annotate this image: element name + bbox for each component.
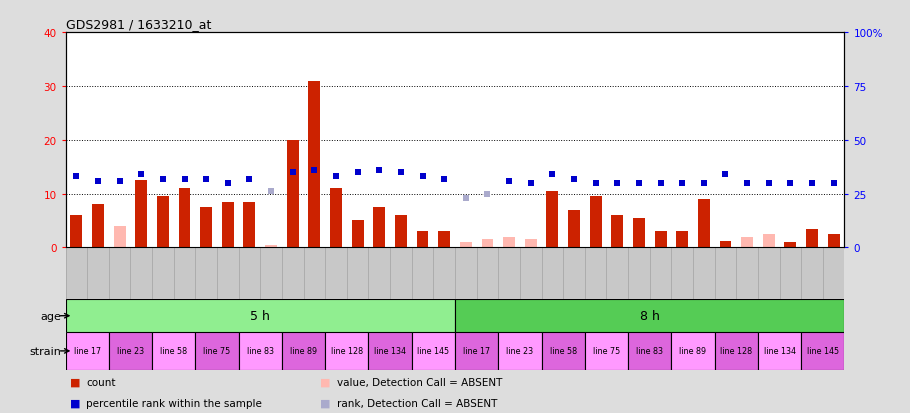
Text: line 134: line 134 <box>374 347 406 356</box>
Bar <box>136 180 147 248</box>
Bar <box>152 332 196 370</box>
Bar <box>628 332 672 370</box>
Bar <box>178 189 190 248</box>
Bar <box>369 332 411 370</box>
Text: line 58: line 58 <box>160 347 187 356</box>
Text: line 23: line 23 <box>116 347 144 356</box>
Bar <box>92 205 104 248</box>
Bar <box>287 140 298 248</box>
Text: line 134: line 134 <box>763 347 795 356</box>
Text: 5 h: 5 h <box>250 309 270 323</box>
Text: line 75: line 75 <box>203 347 230 356</box>
Bar <box>828 235 840 248</box>
Bar <box>541 332 585 370</box>
Text: percentile rank within the sample: percentile rank within the sample <box>86 398 262 408</box>
Bar <box>222 202 234 248</box>
Bar <box>676 232 688 248</box>
Bar <box>109 332 152 370</box>
Bar <box>460 242 471 248</box>
Bar <box>499 332 541 370</box>
Bar <box>455 332 499 370</box>
Bar <box>568 210 580 248</box>
Text: line 128: line 128 <box>720 347 753 356</box>
Bar <box>325 332 369 370</box>
Bar <box>411 332 455 370</box>
Text: line 17: line 17 <box>74 347 101 356</box>
Bar <box>654 232 666 248</box>
Bar <box>585 332 628 370</box>
Text: line 145: line 145 <box>807 347 839 356</box>
Bar <box>439 232 450 248</box>
Bar <box>672 332 714 370</box>
Bar <box>525 240 537 248</box>
Bar <box>114 226 126 248</box>
Text: ■: ■ <box>70 398 81 408</box>
Bar <box>546 191 559 248</box>
Bar <box>373 207 385 248</box>
Bar <box>265 245 277 248</box>
Bar <box>196 332 238 370</box>
Text: ■: ■ <box>320 377 331 387</box>
Bar <box>70 216 82 248</box>
Text: line 23: line 23 <box>506 347 533 356</box>
Bar <box>481 240 493 248</box>
Text: GDS2981 / 1633210_at: GDS2981 / 1633210_at <box>66 18 211 31</box>
Bar <box>612 216 623 248</box>
Text: line 89: line 89 <box>680 347 706 356</box>
Bar <box>351 221 364 248</box>
Bar <box>66 332 109 370</box>
Text: line 58: line 58 <box>550 347 577 356</box>
Bar <box>200 207 212 248</box>
Bar <box>244 202 256 248</box>
Bar <box>157 197 169 248</box>
Bar <box>714 332 758 370</box>
Bar <box>590 197 602 248</box>
Text: value, Detection Call = ABSENT: value, Detection Call = ABSENT <box>337 377 502 387</box>
Bar <box>330 189 342 248</box>
Bar <box>455 299 844 332</box>
Text: ■: ■ <box>320 398 331 408</box>
Bar <box>633 218 645 248</box>
Text: age: age <box>40 311 61 321</box>
Text: line 83: line 83 <box>247 347 274 356</box>
Bar <box>698 199 710 248</box>
Bar <box>503 237 515 248</box>
Bar <box>801 332 844 370</box>
Bar <box>758 332 801 370</box>
Text: 8 h: 8 h <box>640 309 660 323</box>
Text: line 17: line 17 <box>463 347 490 356</box>
Text: strain: strain <box>29 346 61 356</box>
Bar <box>238 332 282 370</box>
Bar <box>741 237 753 248</box>
Bar <box>395 216 407 248</box>
Text: line 83: line 83 <box>636 347 663 356</box>
Bar <box>784 242 796 248</box>
Text: line 89: line 89 <box>290 347 317 356</box>
Text: ■: ■ <box>70 377 81 387</box>
Bar <box>66 299 455 332</box>
Bar <box>763 235 774 248</box>
Text: count: count <box>86 377 116 387</box>
Text: rank, Detection Call = ABSENT: rank, Detection Call = ABSENT <box>337 398 497 408</box>
Bar <box>417 232 429 248</box>
Text: line 145: line 145 <box>418 347 450 356</box>
Bar <box>282 332 325 370</box>
Bar <box>720 241 732 248</box>
Text: line 128: line 128 <box>330 347 363 356</box>
Bar <box>308 81 320 248</box>
Text: line 75: line 75 <box>592 347 620 356</box>
Bar <box>806 229 818 248</box>
